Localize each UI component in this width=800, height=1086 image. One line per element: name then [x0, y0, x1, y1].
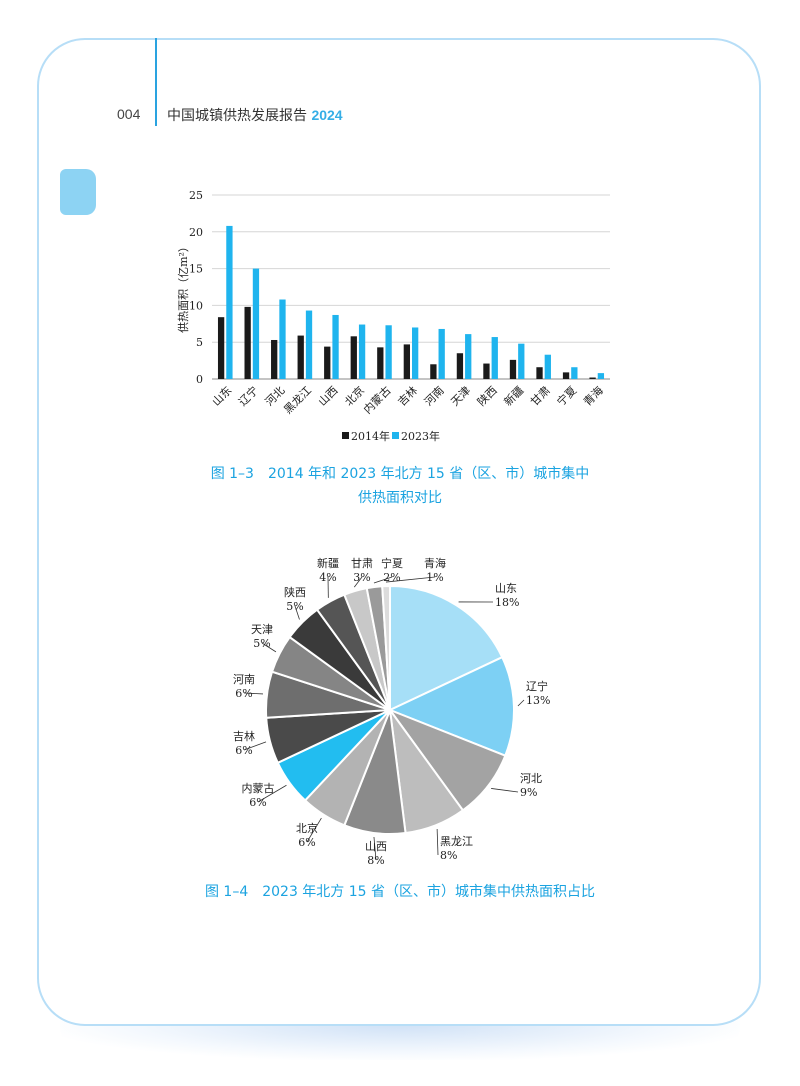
report-title: 中国城镇供热发展报告 2024	[167, 105, 343, 125]
bar-2014	[217, 317, 225, 379]
figure-1-4-caption: 图 1–4 2023 年北方 15 省（区、市）城市集中供热面积占比	[204, 884, 596, 900]
bar-2023	[571, 367, 578, 379]
y-tick-label: 15	[189, 263, 203, 276]
x-tick-label: 辽宁	[235, 383, 260, 408]
x-tick-label: 河南	[422, 384, 447, 409]
bar-2023	[279, 299, 286, 379]
bar-2014	[297, 335, 304, 379]
x-tick-label: 内蒙古	[360, 383, 393, 416]
bar-2014	[244, 306, 251, 379]
bar-2023	[305, 310, 313, 379]
bar-2023	[491, 337, 498, 379]
x-tick-label: 青海	[580, 383, 605, 408]
figure-1-3-caption-line2: 供热面积对比	[358, 490, 442, 506]
x-tick-label: 天津	[448, 384, 473, 409]
legend-swatch-2014	[342, 432, 349, 439]
y-tick-label: 25	[189, 189, 203, 202]
bar-2023	[412, 327, 419, 379]
bar-2023	[358, 324, 366, 379]
figure-1-3-caption: 图 1–3 2014 年和 2023 年北方 15 省（区、市）城市集中 供热面…	[0, 462, 800, 510]
bar-2014	[430, 364, 437, 379]
report-title-text: 中国城镇供热发展报告	[167, 108, 307, 124]
bar-2014	[456, 353, 464, 379]
page-card	[37, 38, 761, 1026]
bar-2014	[562, 372, 570, 379]
chapter-tab	[60, 169, 96, 215]
bar-2014	[509, 359, 517, 379]
legend-label: 2023年	[401, 429, 440, 443]
bar-2014	[483, 363, 490, 379]
x-tick-label: 吉林	[395, 383, 420, 408]
bar-2023	[226, 225, 233, 379]
y-tick-label: 5	[196, 336, 203, 349]
bar-2023	[518, 343, 525, 379]
legend-label: 2014年	[351, 429, 390, 443]
bar-2014	[271, 339, 278, 379]
legend-swatch-2023	[392, 432, 399, 439]
bar-2023	[597, 373, 605, 379]
bar-chart: 0510152025供热面积（亿m²）山东 辽宁 河北黑龙江 山西 北京内蒙古 吉林 河南天…	[176, 189, 610, 443]
bar-2014	[377, 347, 384, 379]
x-tick-label: 宁夏	[554, 383, 579, 408]
bar-2023	[544, 354, 551, 379]
report-year: 2024	[311, 107, 343, 123]
x-tick-label: 山东	[210, 384, 235, 409]
page-number: 004	[117, 106, 141, 122]
y-tick-label: 0	[196, 373, 203, 386]
bar-2014	[589, 377, 596, 379]
bar-2023	[438, 328, 445, 379]
y-tick-label: 20	[189, 226, 203, 239]
y-tick-label: 10	[189, 299, 203, 312]
header-divider	[155, 38, 157, 126]
x-tick-label: 山西	[316, 384, 341, 409]
bar-2023	[385, 325, 392, 379]
x-tick-label: 黑龙江	[281, 384, 314, 417]
bar-2023	[332, 314, 339, 379]
bar-2023	[465, 334, 472, 379]
x-tick-label: 陕西	[474, 383, 499, 408]
bar-2023	[252, 268, 260, 379]
x-tick-label: 甘肃	[528, 384, 553, 409]
bar-2014	[536, 367, 543, 379]
figure-1-3-caption-line1: 图 1–3 2014 年和 2023 年北方 15 省（区、市）城市集中	[210, 466, 590, 482]
x-tick-label: 新疆	[501, 383, 526, 408]
bar-2014	[324, 346, 331, 379]
bar-2014	[350, 336, 357, 379]
y-axis-title: 供热面积（亿m²）	[176, 241, 190, 333]
bar-2014	[403, 344, 410, 379]
